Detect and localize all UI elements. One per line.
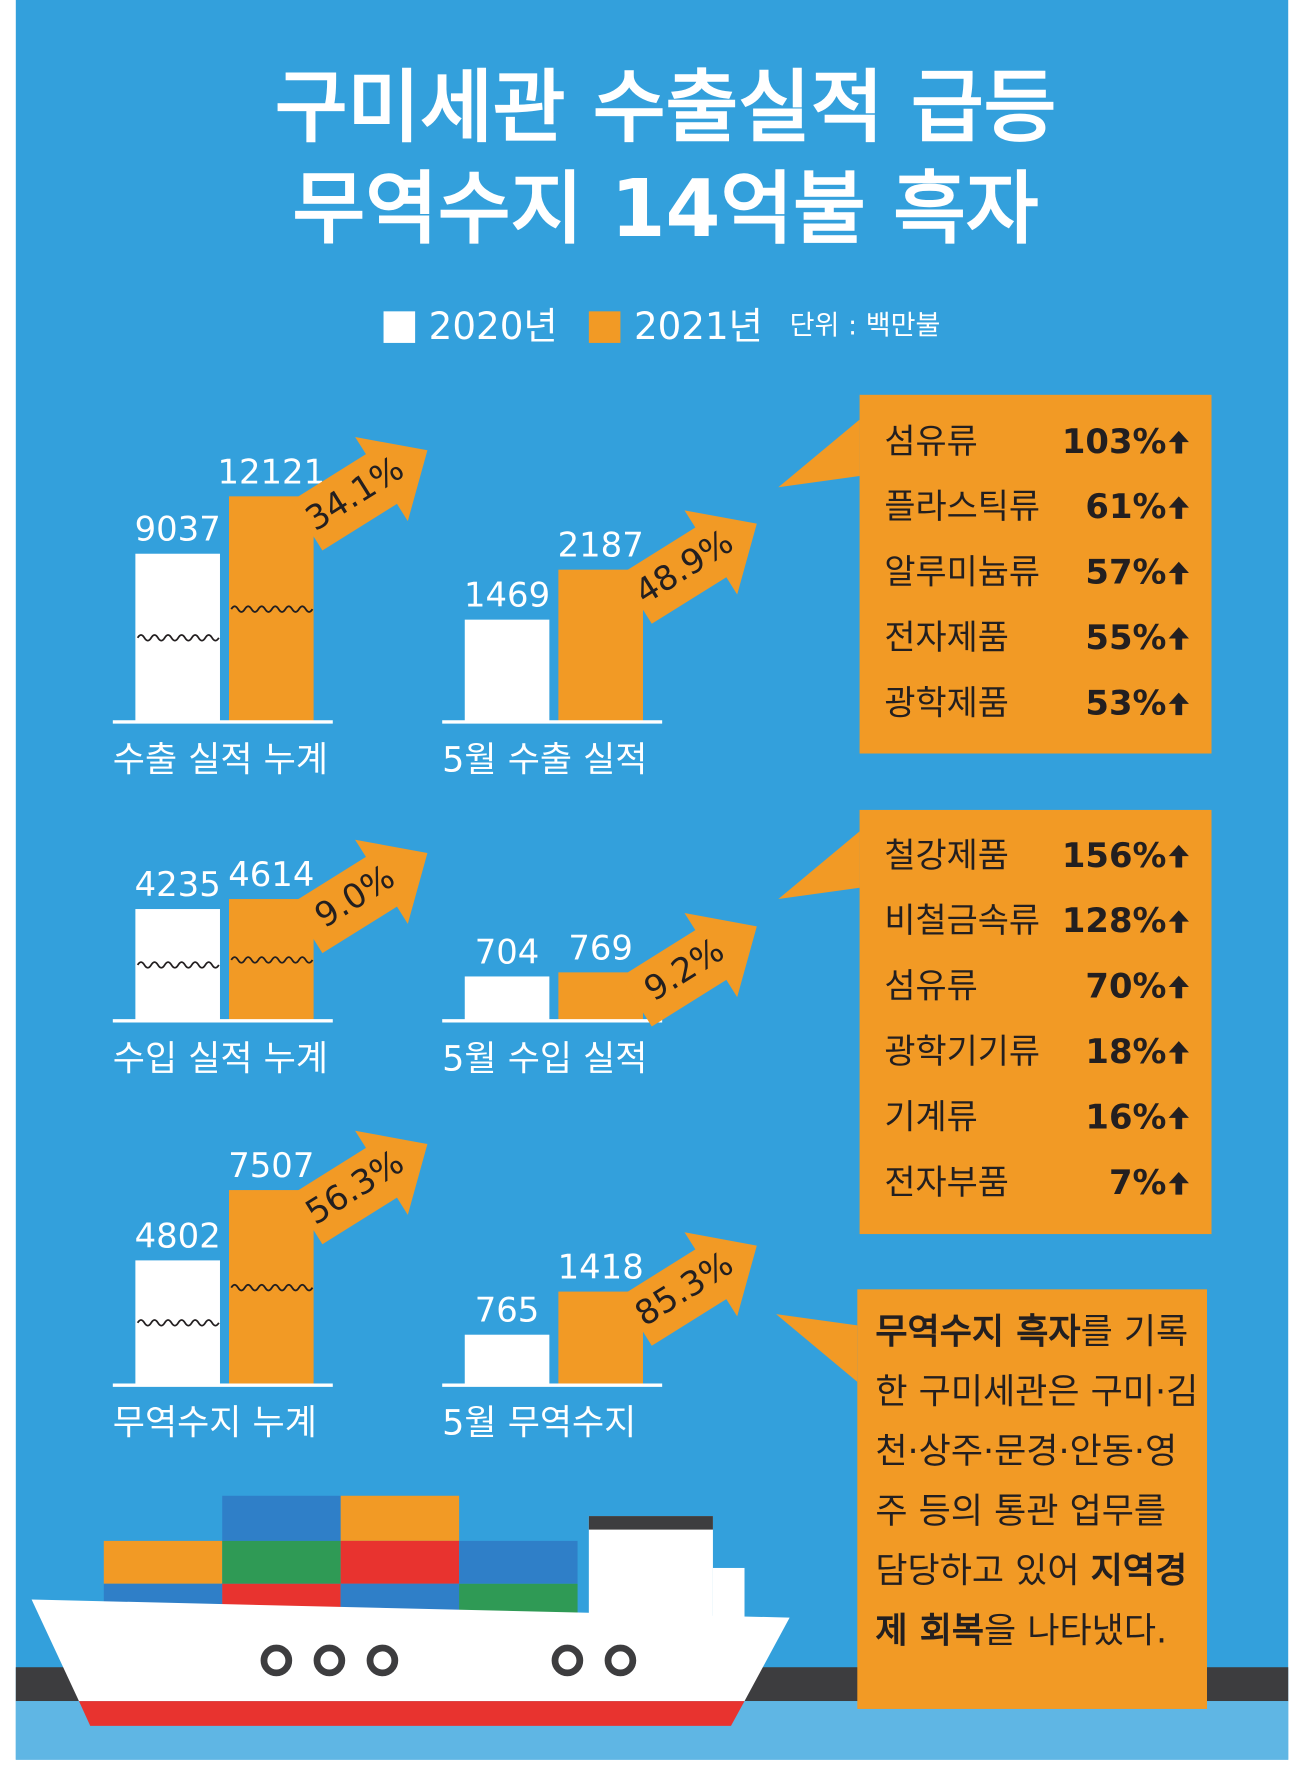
item-name: 섬유류 bbox=[884, 967, 977, 1006]
note-run: 지역경제 회복 bbox=[875, 1551, 1188, 1652]
growth-arrow bbox=[620, 1232, 757, 1346]
item-name: 기계류 bbox=[884, 1098, 977, 1137]
box-pointer bbox=[778, 419, 860, 488]
growth-arrow bbox=[291, 436, 428, 551]
item-change: 57% bbox=[1085, 553, 1166, 592]
title-line: 무역수지 14억불 흑자 bbox=[293, 163, 1039, 255]
growth-arrow bbox=[291, 839, 428, 954]
box bbox=[859, 809, 1212, 1235]
detail-boxes: 섬유류 103% 플라스틱류 61% 알루미늄류 57% 전자제품 55% 광학제품 53% 철강제… bbox=[776, 394, 1212, 1709]
value-label: 12121 bbox=[217, 452, 325, 491]
axis-break bbox=[230, 605, 314, 613]
value-label: 769 bbox=[568, 928, 633, 967]
box-pointer bbox=[778, 831, 860, 900]
item-change: 61% bbox=[1085, 487, 1166, 526]
chart-title: 5월 무역수지 bbox=[442, 1404, 636, 1444]
value-label: 1418 bbox=[558, 1248, 644, 1287]
box bbox=[857, 1289, 1208, 1709]
legend-swatch bbox=[588, 311, 621, 343]
item-change: 16% bbox=[1085, 1098, 1166, 1137]
chart-title: 수출 실적 누계 bbox=[113, 740, 328, 780]
axis-break bbox=[136, 634, 220, 642]
item-change: 70% bbox=[1085, 967, 1166, 1006]
value-label: 704 bbox=[475, 932, 540, 971]
note-run: 을 나타냈다. bbox=[984, 1610, 1168, 1652]
item-name: 비철금속류 bbox=[884, 901, 1040, 940]
value-label: 765 bbox=[475, 1291, 540, 1330]
box bbox=[859, 394, 1212, 754]
item-change: 128% bbox=[1062, 901, 1167, 940]
note-run: 를 기록한 구미세관은 구미·김천·상주·문경·안동·영주 등의 통관 업무를 … bbox=[875, 1311, 1199, 1592]
note-run: 무역수지 흑자 bbox=[875, 1311, 1081, 1353]
unit: 단위 : 백만불 bbox=[790, 311, 941, 342]
value-label: 4235 bbox=[135, 865, 221, 904]
ship bbox=[31, 1495, 790, 1726]
growth-arrow bbox=[620, 510, 757, 624]
bar bbox=[558, 569, 643, 722]
growth-arrow bbox=[291, 1130, 428, 1245]
chart-title: 무역수지 누계 bbox=[113, 1404, 317, 1444]
item-change: 7% bbox=[1109, 1163, 1166, 1202]
bar bbox=[464, 1334, 550, 1386]
legend-label: 2021년 bbox=[634, 304, 763, 348]
value-label: 4802 bbox=[135, 1216, 221, 1255]
chart-title: 5월 수출 실적 bbox=[442, 740, 647, 780]
item-change: 53% bbox=[1085, 684, 1166, 723]
value-label: 1469 bbox=[464, 576, 550, 615]
item-change: 103% bbox=[1062, 422, 1167, 461]
legend-label: 2020년 bbox=[429, 304, 558, 348]
note-text: 무역수지 흑자를 기록한 구미세관은 구미·김천·상주·문경·안동·영주 등의 … bbox=[875, 1303, 1202, 1662]
growth-arrow bbox=[620, 913, 757, 1027]
value-label: 7507 bbox=[228, 1146, 314, 1185]
item-name: 알루미늄류 bbox=[884, 553, 1040, 592]
bar bbox=[464, 976, 550, 1021]
legend-swatch bbox=[383, 311, 416, 343]
item-change: 55% bbox=[1085, 618, 1166, 657]
value-label: 4614 bbox=[228, 855, 314, 894]
box-pointer bbox=[776, 1314, 858, 1382]
value-label: 2187 bbox=[558, 526, 644, 565]
item-name: 전자부품 bbox=[884, 1163, 1009, 1202]
chart-title: 수입 실적 누계 bbox=[113, 1039, 328, 1079]
axis-break bbox=[230, 1283, 314, 1292]
title-line: 구미세관 수출실적 급등 bbox=[275, 61, 1056, 153]
item-name: 전자제품 bbox=[884, 618, 1009, 657]
item-name: 섬유류 bbox=[884, 422, 977, 461]
item-name: 광학기기류 bbox=[884, 1032, 1040, 1071]
value-label: 9037 bbox=[135, 510, 221, 549]
axis-break bbox=[136, 1319, 220, 1327]
item-name: 철강제품 bbox=[884, 836, 1009, 875]
axis-break bbox=[230, 956, 314, 964]
item-change: 18% bbox=[1085, 1032, 1166, 1071]
chart-title: 5월 수입 실적 bbox=[442, 1039, 647, 1079]
item-name: 광학제품 bbox=[884, 684, 1009, 723]
item-change: 156% bbox=[1062, 836, 1167, 875]
item-name: 플라스틱류 bbox=[884, 487, 1040, 526]
note-box: 무역수지 흑자를 기록한 구미세관은 구미·김천·상주·문경·안동·영주 등의 … bbox=[875, 1303, 1202, 1662]
bar bbox=[464, 619, 550, 722]
axis-break bbox=[136, 961, 220, 969]
